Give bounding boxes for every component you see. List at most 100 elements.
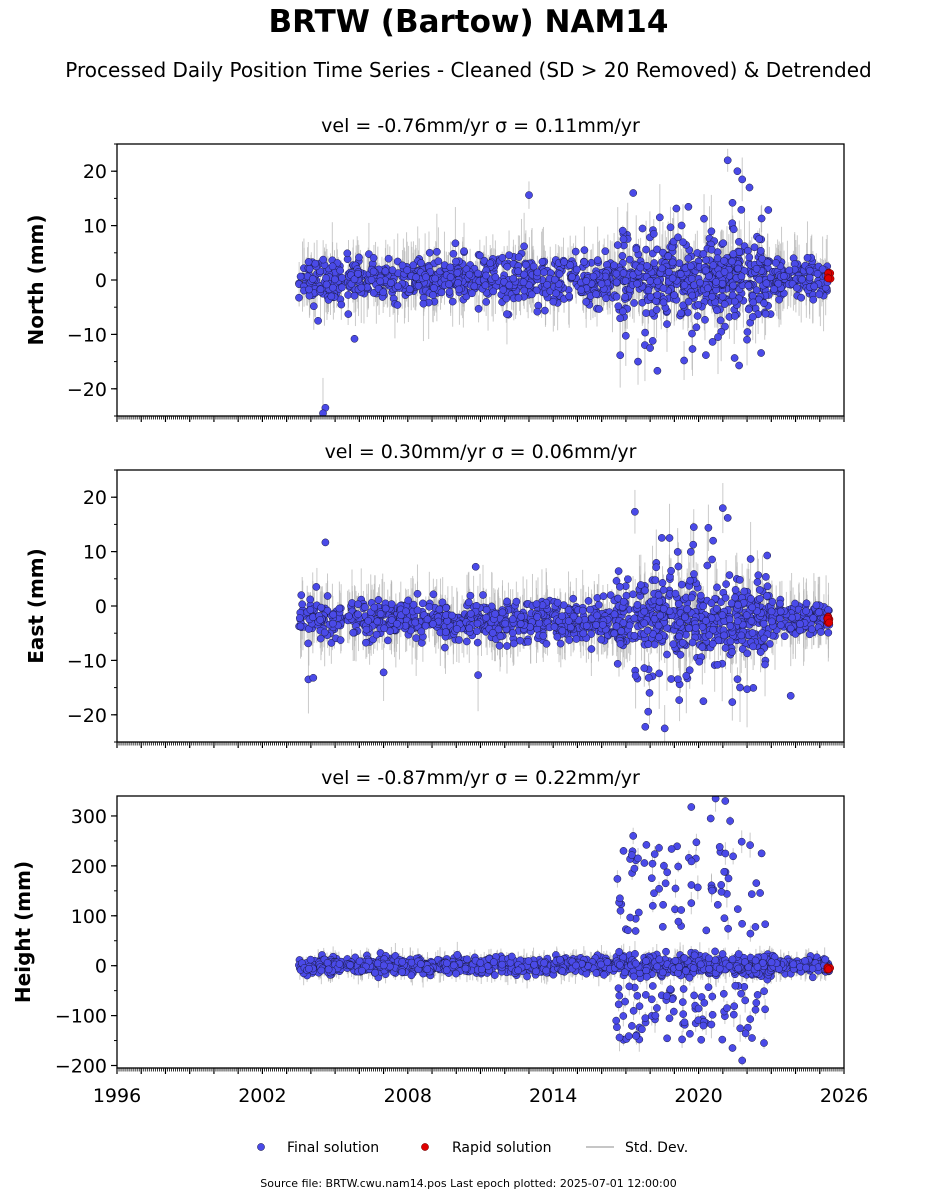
final-solution-point — [512, 597, 521, 606]
final-solution-point — [657, 534, 666, 542]
final-solution-point — [532, 967, 540, 976]
final-solution-point — [663, 650, 671, 659]
final-solution-point — [635, 1002, 644, 1011]
final-solution-point — [634, 357, 642, 366]
final-solution-point — [499, 285, 508, 294]
final-solution-point — [624, 926, 632, 935]
final-solution-point — [642, 245, 650, 254]
final-solution-point — [618, 307, 627, 316]
final-solution-point — [594, 601, 603, 609]
final-solution-point — [595, 305, 603, 313]
final-solution-point — [652, 563, 661, 572]
final-solution-point — [744, 246, 752, 255]
final-solution-point — [745, 253, 754, 262]
final-solution-point — [648, 859, 657, 868]
final-solution-point — [442, 604, 450, 612]
final-solution-point — [610, 629, 619, 638]
final-solution-point — [578, 606, 587, 615]
final-solution-point — [614, 1000, 623, 1009]
final-solution-point — [335, 960, 344, 968]
final-solution-point — [616, 582, 624, 591]
final-solution-point — [474, 671, 482, 679]
final-solution-point — [620, 968, 629, 977]
final-solution-point — [568, 273, 576, 281]
final-solution-point — [361, 603, 369, 612]
final-solution-point — [762, 573, 770, 581]
final-solution-point — [679, 301, 687, 310]
final-solution-point — [693, 312, 702, 320]
final-solution-point — [660, 861, 668, 870]
final-solution-point — [616, 314, 624, 323]
final-solution-point — [752, 264, 761, 273]
final-solution-point — [775, 295, 783, 304]
final-solution-point — [752, 879, 761, 887]
final-solution-point — [655, 633, 663, 642]
final-solution-point — [323, 958, 332, 967]
final-solution-point — [632, 245, 641, 254]
final-solution-point — [346, 961, 354, 969]
final-solution-point — [707, 1020, 716, 1029]
final-solution-point — [540, 959, 548, 967]
final-solution-point — [630, 299, 638, 307]
final-solution-point — [708, 992, 717, 1001]
final-solution-point — [665, 534, 674, 542]
final-solution-point — [338, 283, 346, 292]
final-solution-point — [357, 283, 366, 292]
final-solution-point — [474, 269, 482, 278]
y-tick-label: −20 — [67, 379, 107, 401]
final-solution-point — [650, 640, 659, 649]
final-solution-point — [414, 281, 423, 290]
final-solution-point — [685, 624, 693, 633]
final-solution-point — [350, 291, 359, 300]
final-solution-point — [690, 991, 698, 1000]
final-solution-point — [449, 249, 458, 258]
final-solution-point — [612, 577, 621, 585]
final-solution-point — [655, 597, 664, 606]
final-solution-point — [707, 599, 716, 608]
final-solution-point — [369, 267, 378, 276]
final-solution-point — [678, 1035, 686, 1044]
final-solution-point — [676, 650, 685, 659]
final-solution-point — [815, 290, 824, 299]
final-solution-point — [471, 562, 480, 571]
final-solution-point — [721, 849, 730, 858]
final-solution-point — [770, 285, 778, 294]
final-solution-point — [529, 262, 538, 271]
final-solution-point — [642, 957, 650, 965]
final-solution-point — [680, 356, 688, 365]
final-solution-point — [656, 611, 665, 620]
final-solution-point — [660, 724, 669, 733]
final-solution-point — [689, 964, 698, 972]
final-solution-point — [668, 258, 677, 267]
final-solution-point — [691, 624, 700, 632]
final-solution-point — [317, 603, 326, 612]
final-solution-point — [728, 698, 737, 706]
final-solution-point — [678, 998, 687, 1006]
final-solution-point — [465, 270, 474, 279]
final-solution-point — [702, 616, 710, 625]
final-solution-point — [306, 595, 315, 604]
final-solution-point — [626, 913, 635, 922]
final-solution-point — [630, 614, 639, 623]
final-solution-point — [729, 250, 738, 258]
final-solution-point — [699, 602, 708, 610]
final-solution-point — [643, 262, 651, 270]
panel-title: vel = 0.30mm/yr σ = 0.06mm/yr — [325, 441, 637, 463]
final-solution-point — [737, 205, 746, 214]
final-solution-point — [753, 578, 762, 586]
final-solution-point — [572, 635, 581, 643]
final-solution-point — [306, 955, 315, 964]
final-solution-point — [700, 999, 709, 1007]
final-solution-point — [411, 618, 420, 627]
panel-east: −20 −10 0 10 20 vel = 0.30mm/yr σ = 0.06mm/yr… — [24, 441, 845, 748]
final-solution-point — [805, 266, 814, 275]
final-solution-point — [684, 297, 693, 306]
final-solution-point — [409, 261, 418, 270]
final-solution-point — [776, 607, 785, 616]
final-solution-point — [520, 270, 528, 279]
final-solution-point — [613, 875, 622, 883]
final-solution-point — [379, 961, 388, 970]
final-solution-point — [689, 540, 698, 549]
final-solution-point — [658, 264, 666, 273]
final-solution-point — [762, 279, 771, 288]
